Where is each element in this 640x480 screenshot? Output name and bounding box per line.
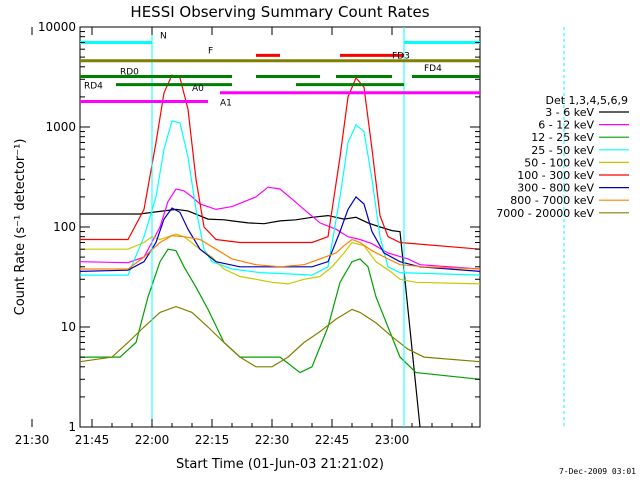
x-tick-label: 22:00 [135,433,170,447]
flag-label: A0 [192,84,204,94]
x-tick-label: 22:45 [315,433,350,447]
series-line [80,208,421,428]
y-axis-label: Count Rate (s⁻¹ detector⁻¹) [13,139,28,316]
flag-label: FD3 [392,52,410,62]
x-tick-label: 21:45 [75,433,110,447]
series-line [80,248,481,380]
chart-title: HESSI Observing Summary Count Rates [130,3,429,21]
x-axis: 21:30 21:45 22:00 22:15 22:30 22:45 23:00 [15,27,473,447]
plot-frame [79,26,481,428]
legend-label: 3 - 6 keV [545,106,594,119]
series-line [80,233,481,285]
legend-label: 6 - 12 keV [538,119,594,132]
series-line [80,234,481,270]
legend-label: 25 - 50 keV [531,144,594,157]
x-tick-label: 22:30 [255,433,290,447]
legend-label: 800 - 7000 keV [510,194,594,207]
flag-label: F [208,46,213,56]
flag-label: FD4 [424,64,442,74]
series-line [79,305,481,368]
legend-label: 7000 - 20000 keV [496,207,594,220]
series-layer [79,74,481,428]
legend-label: 100 - 300 keV [517,169,594,182]
y-tick-label: 1000 [45,120,76,134]
legend-title: Det 1,3,4,5,6,9 [545,94,628,107]
legend-label: 50 - 100 keV [524,156,594,169]
y-tick-label: 100 [53,220,76,234]
flag-label: RD0 [120,67,139,77]
y-tick-label: 10 [61,320,76,334]
footer-timestamp: 7-Dec-2009 03:01 [559,467,636,476]
flag-layer: N F FD3 FD4 RD0 RD4 A0 A1 [80,27,565,427]
flag-label: RD4 [84,82,103,92]
flag-label: A1 [220,98,232,108]
series-line [79,186,481,270]
x-tick-label: 23:00 [375,433,410,447]
x-axis-label: Start Time (01-Jun-03 21:21:02) [176,457,384,472]
legend-label: 300 - 800 keV [517,182,594,195]
x-tick-label: 21:30 [15,433,50,447]
legend-label: 12 - 25 keV [531,131,594,144]
y-tick-label: 10000 [38,20,76,34]
y-axis: 1 10 100 1000 10000 [38,20,480,434]
series-line [80,120,481,276]
y-tick-label: 1 [68,420,76,434]
flag-label: N [160,31,167,41]
x-tick-label: 22:15 [195,433,230,447]
